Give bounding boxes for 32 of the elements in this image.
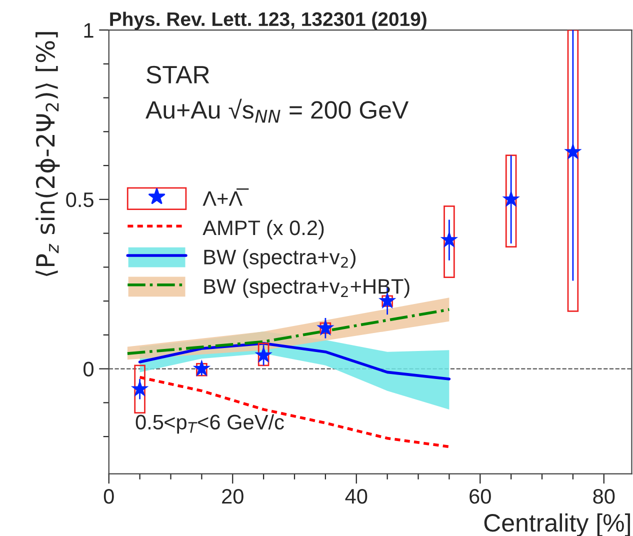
bar [320,322,332,334]
y-axis-title: ⟨P$_{z}$ sin(2ϕ-2Ψ$_{2}$)⟩ [%] [36,32,60,276]
point [564,142,582,160]
point [440,230,458,248]
bar [444,205,455,278]
annotation: 0.5<p$_{T}$<6 GeV/c [136,414,284,434]
x-tick-label: 80 [593,488,615,504]
legend-label: BW (spectra+v$_{2}$+HBT) [204,278,410,298]
bar [134,364,146,414]
legend-label: Λ+Λ̅ [202,188,249,206]
x-tick-label: 40 [345,488,368,504]
annotation: Au+Au √s$_{NN}$ = 200 GeV [146,98,409,123]
legend-label: BW (spectra+v$_{2}$) [204,249,356,269]
x-tick-label: 0 [104,488,114,504]
bar [258,342,270,366]
bar [505,154,517,248]
annotation: STAR [146,66,210,84]
point [502,190,520,207]
y-tick-label: 1 [84,23,94,38]
bar [196,363,208,376]
legend-label: AMPT (x 0.2) [202,220,324,240]
line-series [138,342,451,380]
x-tick-label: 20 [222,488,244,504]
point [254,346,272,363]
point [130,380,149,397]
y-tick-label: 0.5 [66,192,94,208]
y-tick-label: 0 [84,362,94,377]
bar [567,30,579,312]
point [192,359,211,376]
chart-title: Phys. Rev. Lett. 123, 132301 (2019) [110,12,426,30]
x-tick-label: 60 [470,488,491,504]
point [316,318,334,336]
